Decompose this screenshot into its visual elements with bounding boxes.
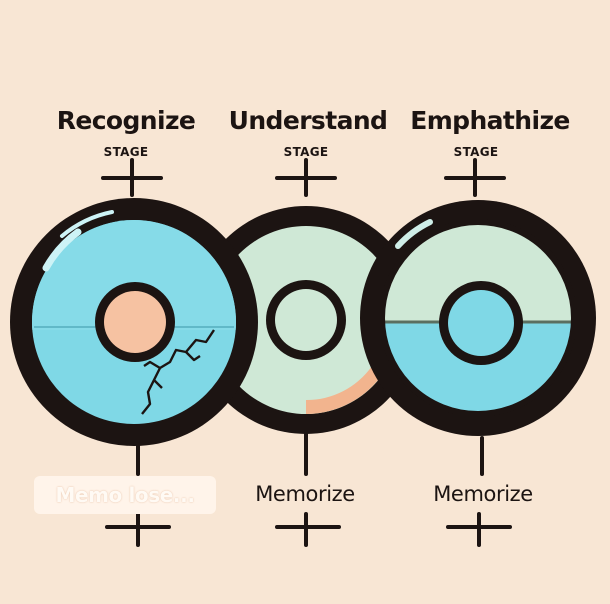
plus-connector-icon	[444, 158, 506, 197]
stage-ring-recognize	[10, 198, 258, 446]
stage-ring-emphathize	[360, 200, 596, 436]
plus-connector-icon	[275, 512, 341, 547]
bottom-label-faded: Memo lose...	[34, 476, 216, 514]
stage-title-emphathize: Emphathize	[410, 106, 570, 135]
plus-connector-icon	[105, 512, 171, 547]
crack-icon	[141, 329, 215, 415]
bottom-label-memorize: Memorize	[255, 482, 355, 506]
stage-subtitle: STAGE	[283, 145, 329, 159]
stage-title-recognize: Recognize	[56, 106, 196, 135]
bottom-label-memorize: Memorize	[433, 482, 533, 506]
stage-subtitle: STAGE	[103, 145, 149, 159]
stage-title-understand: Understand	[228, 106, 388, 135]
stage-subtitle: STAGE	[453, 145, 499, 159]
plus-connector-icon	[446, 512, 512, 547]
stage-ring-understand	[192, 206, 420, 434]
vertical-connector	[136, 432, 484, 476]
plus-connector-icon	[101, 158, 163, 197]
plus-connector-icon	[275, 158, 337, 197]
